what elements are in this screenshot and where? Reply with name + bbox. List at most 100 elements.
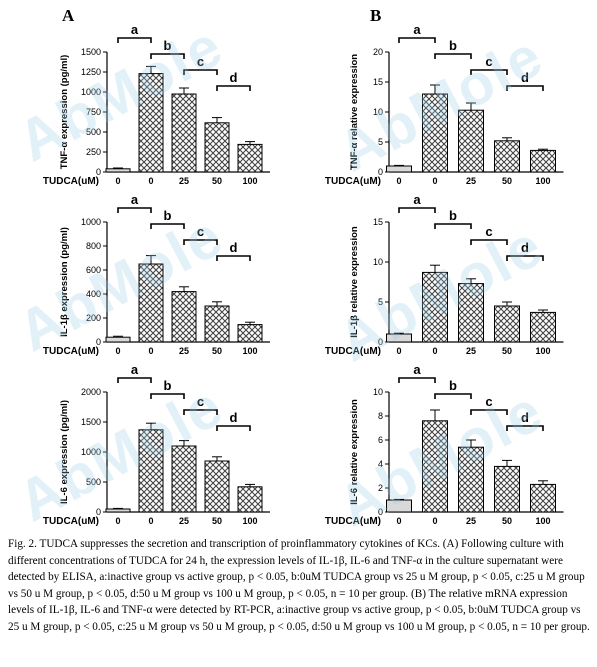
figure: A B 0 250 500 750 1000 1250 1500 TNF-α expressi… <box>8 6 564 539</box>
significance-label: c <box>485 224 492 239</box>
x-tick-label: 50 <box>502 346 512 356</box>
y-tick-label: 0 <box>378 337 383 347</box>
x-tick-label: 0 <box>148 516 153 526</box>
x-tick-label: 0 <box>148 346 153 356</box>
bar <box>530 483 556 513</box>
y-axis-label: TNF-α expression (pg/ml) <box>59 55 70 170</box>
y-tick-label: 1000 <box>81 447 101 457</box>
significance-label: a <box>413 192 421 207</box>
y-tick-label: 0 <box>378 507 383 517</box>
significance-bracket <box>183 239 218 245</box>
y-tick-label: 600 <box>86 265 101 275</box>
significance-bracket <box>117 207 152 213</box>
bar <box>422 420 448 513</box>
significance-bracket <box>117 377 152 383</box>
significance-label: b <box>164 38 172 53</box>
x-tick-label: 25 <box>466 176 476 186</box>
significance-bracket <box>216 85 251 91</box>
significance-bracket <box>183 69 218 75</box>
significance-label: d <box>230 240 238 255</box>
significance-bracket <box>216 425 251 431</box>
x-tick-label: 100 <box>535 176 550 186</box>
panel-label-b: B <box>370 6 382 25</box>
bar <box>458 283 484 343</box>
y-tick-label: 400 <box>86 289 101 299</box>
y-axis-label: TNF-α relative expression <box>349 54 360 170</box>
bar <box>105 508 131 513</box>
y-tick-label: 2000 <box>81 387 101 397</box>
significance-label: b <box>449 208 457 223</box>
bar <box>138 429 164 513</box>
y-tick-label: 15 <box>373 77 383 87</box>
bar <box>494 140 520 173</box>
x-tick-label: 0 <box>432 346 437 356</box>
x-tick-label: 100 <box>242 346 257 356</box>
x-axis-label: TUDCA(uM) <box>325 346 381 357</box>
significance-label: b <box>164 208 172 223</box>
bar <box>171 445 197 513</box>
significance-label: b <box>449 378 457 393</box>
significance-bracket <box>434 223 472 229</box>
y-tick-label: 5 <box>378 297 383 307</box>
significance-label: c <box>197 394 204 409</box>
significance-label: b <box>449 38 457 53</box>
bar <box>494 305 520 343</box>
y-tick-label: 10 <box>373 387 383 397</box>
significance-bracket <box>398 207 436 213</box>
y-tick-label: 5 <box>378 137 383 147</box>
x-tick-label: 0 <box>115 346 120 356</box>
y-tick-label: 0 <box>96 507 101 517</box>
bar <box>237 324 263 343</box>
y-tick-label: 10 <box>373 107 383 117</box>
y-tick-label: 750 <box>86 107 101 117</box>
significance-label: c <box>485 394 492 409</box>
x-tick-label: 50 <box>502 516 512 526</box>
y-tick-label: 0 <box>96 337 101 347</box>
x-axis-label: TUDCA(uM) <box>325 176 381 187</box>
bar <box>204 122 230 173</box>
significance-label: d <box>521 240 529 255</box>
x-tick-label: 0 <box>396 346 401 356</box>
y-tick-label: 1250 <box>81 67 101 77</box>
y-tick-label: 4 <box>378 459 383 469</box>
significance-label: a <box>131 22 139 37</box>
bar <box>386 333 412 343</box>
significance-label: c <box>197 224 204 239</box>
figure-caption: Fig. 2. TUDCA suppresses the secretion a… <box>8 538 590 633</box>
x-axis-label: TUDCA(uM) <box>43 516 99 527</box>
y-tick-label: 1500 <box>81 417 101 427</box>
y-axis-label: IL-6 relative expression <box>349 399 360 505</box>
significance-bracket <box>434 393 472 399</box>
y-tick-label: 200 <box>86 313 101 323</box>
x-tick-label: 0 <box>432 516 437 526</box>
x-tick-label: 25 <box>179 346 189 356</box>
y-tick-label: 0 <box>378 167 383 177</box>
significance-label: a <box>413 362 421 377</box>
x-tick-label: 25 <box>179 176 189 186</box>
significance-label: d <box>230 410 238 425</box>
y-tick-label: 0 <box>96 167 101 177</box>
bar <box>494 465 520 513</box>
bar <box>386 165 412 173</box>
y-tick-label: 1500 <box>81 47 101 57</box>
significance-label: b <box>164 378 172 393</box>
significance-bracket <box>398 377 436 383</box>
y-axis-label: IL-1β expression (pg/ml) <box>59 227 70 337</box>
bar <box>171 93 197 173</box>
x-tick-label: 0 <box>432 176 437 186</box>
bar <box>204 305 230 343</box>
significance-bracket <box>398 37 436 43</box>
x-tick-label: 25 <box>466 516 476 526</box>
x-tick-label: 50 <box>212 176 222 186</box>
significance-bracket <box>506 425 544 431</box>
bar <box>237 486 263 513</box>
bar <box>204 460 230 513</box>
significance-label: a <box>413 22 421 37</box>
bar <box>422 271 448 343</box>
x-tick-label: 50 <box>212 516 222 526</box>
x-axis-label: TUDCA(uM) <box>43 176 99 187</box>
bar <box>458 446 484 513</box>
bar <box>458 109 484 173</box>
bar <box>422 93 448 173</box>
y-tick-label: 1000 <box>81 217 101 227</box>
